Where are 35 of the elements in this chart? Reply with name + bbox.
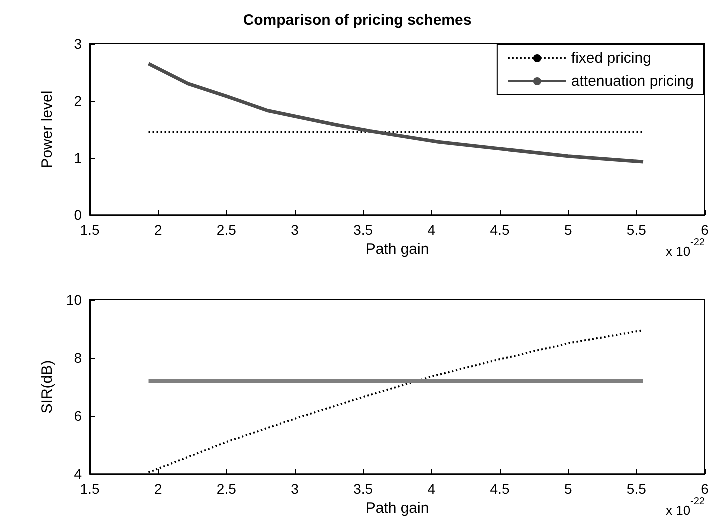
x-tick-label: 2	[154, 222, 162, 238]
x-tick-label: 3	[291, 222, 300, 238]
x-tick-label: 2.5	[216, 481, 237, 498]
x-tick-label: 6	[701, 222, 710, 238]
y-axis-title: SIR(dB)	[39, 360, 56, 414]
x-tick-label: 2.5	[216, 222, 237, 238]
y-tick-label: 10	[66, 292, 82, 308]
x-tick-label: 3.5	[354, 222, 374, 238]
legend-label: fixed pricing	[571, 50, 652, 67]
y-tick-label: 0	[74, 207, 82, 224]
y-tick-label: 4	[74, 466, 82, 482]
chart-title: Comparison of pricing schemes	[243, 12, 472, 29]
y-tick-label: 6	[74, 408, 82, 424]
x-tick-label: 2	[154, 481, 162, 498]
legend-label: attenuation pricing	[571, 73, 694, 90]
y-tick-label: 2	[74, 93, 82, 110]
x-tick-label: 5.5	[626, 222, 647, 238]
y-tick-label: 1	[74, 150, 82, 166]
x-tick-label: 4.5	[490, 481, 510, 498]
x-tick-label: 3	[291, 481, 300, 498]
x-tick-label: 4.5	[490, 222, 510, 238]
y-tick-label: 3	[74, 36, 82, 52]
x-tick-label: 1.5	[80, 481, 100, 498]
x-tick-label: 4	[428, 222, 436, 238]
y-axis-title: Power level	[39, 90, 56, 168]
x-tick-label: 5.5	[626, 481, 647, 498]
x-tick-label: 5	[564, 222, 572, 238]
x-tick-label: 3.5	[354, 481, 374, 498]
x-axis-title: Path gain	[366, 500, 430, 517]
x-axis-title: Path gain	[366, 241, 430, 258]
x-tick-label: 5	[564, 481, 572, 498]
x-tick-label: 6	[701, 481, 710, 498]
y-tick-label: 8	[74, 350, 82, 366]
x-tick-label: 4	[428, 481, 436, 498]
x-tick-label: 1.5	[80, 222, 100, 238]
